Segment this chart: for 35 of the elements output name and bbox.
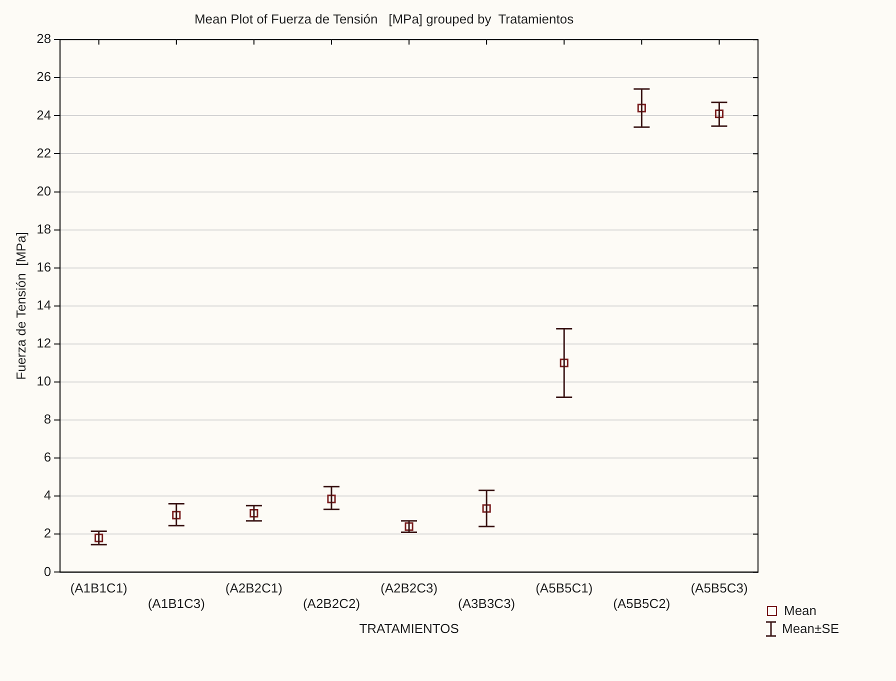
y-tick-label: 4 (44, 488, 52, 503)
legend-label: Mean (784, 602, 817, 620)
y-tick-label: 14 (36, 297, 52, 312)
y-axis-title: Fuerza de Tensión [MPa] (13, 232, 28, 380)
x-tick-label: (A5B5C3) (690, 580, 748, 596)
y-tick-label: 16 (36, 259, 52, 274)
point (482, 504, 491, 513)
x-axis-title: TRATAMIENTOS (359, 620, 460, 636)
y-tick-label: 2 (44, 526, 52, 541)
point (327, 494, 336, 504)
point (172, 510, 181, 520)
x-tick-label: (A5B5C1) (536, 580, 593, 596)
y-tick-label: 10 (36, 374, 52, 389)
point (560, 358, 568, 368)
y-tick-label: 20 (36, 183, 52, 198)
x-tick-label: (A3B3C3) (458, 596, 516, 612)
y-tick-label: 26 (36, 69, 52, 84)
y-tick-label: 24 (36, 107, 52, 122)
x-tick-label: (A1B1C1) (70, 580, 128, 596)
y-tick-label: 0 (44, 564, 52, 579)
x-tick-label: (A2B2C3) (380, 580, 438, 596)
y-tick-label: 18 (36, 221, 52, 236)
y-tick-label: 22 (36, 145, 52, 160)
y-tick-label: 8 (44, 412, 52, 427)
x-tick-label: (A2B2C2) (302, 596, 360, 612)
x-tick-label: (A5B5C2) (613, 596, 670, 612)
text: Mean±SE (782, 620, 839, 638)
point (714, 110, 724, 118)
x-tick-label: (A1B1C3) (148, 596, 205, 612)
x-tick-label: (A2B2C1) (225, 580, 282, 596)
y-tick-label: 6 (44, 450, 52, 465)
y-tick-label: 28 (36, 31, 52, 46)
point (637, 104, 646, 112)
y-tick-label: 12 (36, 336, 52, 351)
chart-title: Mean Plot of Fuerza de Tensión [MPa] grouped by Tratamientos (194, 11, 574, 26)
